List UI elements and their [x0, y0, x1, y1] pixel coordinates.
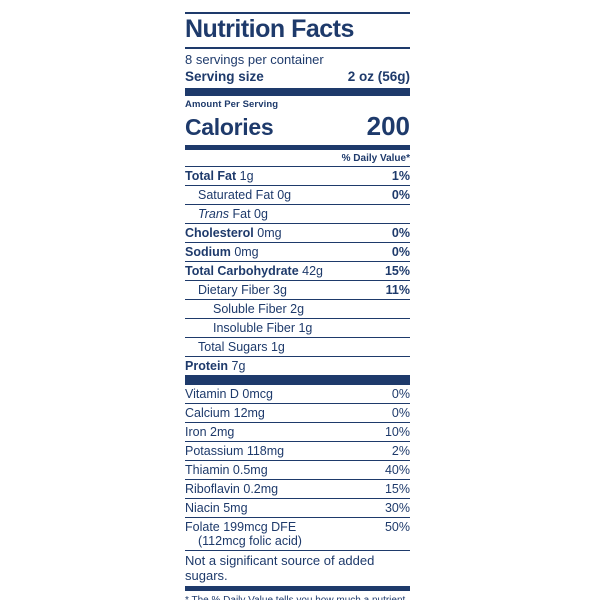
vitamin-rows: Vitamin D 0mcg 0% Calcium 12mg 0% Iron 2mg 10…: [185, 383, 410, 550]
separator-bar-medium: [185, 144, 410, 150]
daily-value-percent: 0%: [391, 405, 410, 420]
nutrient-name: Dietary Fiber 3g: [198, 282, 287, 297]
daily-value-header: % Daily Value*: [341, 152, 410, 164]
nutrient-row: Niacin 5mg 30%: [185, 497, 410, 517]
rule-after-protein: [185, 374, 410, 376]
nutrient-rows: Total Fat 1g 1% Saturated Fat 0g 0% Trans Fa…: [185, 165, 410, 375]
daily-value-percent: 0%: [391, 225, 410, 240]
daily-value-percent: 30%: [384, 500, 410, 515]
calories-value: 200: [366, 110, 410, 141]
nutrient-row: Thiamin 0.5mg 40%: [185, 459, 410, 479]
nutrient-row: Cholesterol 0mg 0%: [185, 222, 410, 242]
nutrient-name: Calcium 12mg: [185, 405, 265, 420]
nutrient-name-line2: (112mcg folic acid): [198, 533, 302, 548]
nutrient-row: Total Fat 1g 1%: [185, 165, 410, 185]
separator-bar-thick-2: [185, 375, 410, 384]
nutrient-row: Potassium 118mg 2%: [185, 440, 410, 460]
nutrient-row: Soluble Fiber 2g: [185, 298, 410, 318]
serving-size-label: Serving size: [185, 68, 264, 84]
nutrient-row: Dietary Fiber 3g 11%: [185, 279, 410, 299]
nutrient-row: Insoluble Fiber 1g: [185, 317, 410, 337]
nutrient-row: Sodium 0mg 0%: [185, 241, 410, 261]
nutrient-name: Thiamin 0.5mg: [185, 462, 268, 477]
nutrient-name: Vitamin D 0mcg: [185, 386, 273, 401]
nutrient-name: Soluble Fiber 2g: [213, 301, 305, 316]
nutrient-name: Total Sugars 1g: [198, 339, 285, 354]
amount-per-serving-label: Amount Per Serving: [185, 98, 279, 110]
daily-value-percent: 15%: [384, 263, 410, 278]
daily-value-percent: 10%: [384, 424, 410, 439]
nutrient-name: Folate 199mcg DFE (112mcg folic acid): [185, 520, 385, 548]
nutrient-name: Saturated Fat 0g: [198, 187, 292, 202]
nutrient-name: Iron 2mg: [185, 424, 235, 439]
nutrient-row: Total Carbohydrate 42g 15%: [185, 260, 410, 280]
daily-value-percent: 0%: [391, 187, 410, 202]
nutrient-row: Vitamin D 0mcg 0%: [185, 383, 410, 403]
daily-value-percent: 40%: [384, 462, 410, 477]
nutrient-name: Sodium 0mg: [185, 244, 259, 259]
daily-value-percent: 15%: [384, 481, 410, 496]
nutrient-name: Niacin 5mg: [185, 500, 248, 515]
daily-value-percent: 1%: [391, 168, 410, 183]
nutrient-row: Saturated Fat 0g 0%: [185, 184, 410, 204]
nutrient-row: Protein 7g: [185, 355, 410, 375]
nutrition-facts-label: Nutrition Facts 8 servings per container…: [185, 12, 410, 600]
servings-per-container: 8 servings per container: [185, 51, 324, 67]
calories-row: Calories 200: [185, 111, 410, 145]
nutrient-name: Total Carbohydrate 42g: [185, 263, 324, 278]
daily-value-percent: 2%: [391, 443, 410, 458]
nutrient-row: Folate 199mcg DFE (112mcg folic acid) 50%: [185, 516, 410, 550]
nutrient-row: Calcium 12mg 0%: [185, 402, 410, 422]
separator-bar-bottom: [185, 585, 410, 591]
nutrient-name: Trans Fat 0g: [198, 206, 268, 221]
label-title: Nutrition Facts: [185, 15, 354, 43]
daily-value-percent: 11%: [385, 282, 410, 297]
nutrient-name: Total Fat 1g: [185, 168, 254, 183]
no-added-sugars-note: Not a significant source of added sugars…: [185, 549, 410, 586]
daily-value-footnote: * The % Daily Value tells you how much a…: [185, 594, 406, 600]
nutrient-name: Insoluble Fiber 1g: [213, 320, 313, 335]
nutrient-row: Riboflavin 0.2mg 15%: [185, 478, 410, 498]
serving-size-value: 2 oz (56g): [347, 68, 410, 84]
top-rule: [185, 12, 410, 14]
separator-bar-thick-1: [185, 87, 410, 96]
daily-value-percent: 50%: [384, 519, 410, 534]
nutrient-row: Iron 2mg 10%: [185, 421, 410, 441]
calories-label: Calories: [185, 113, 274, 140]
nutrient-name: Cholesterol 0mg: [185, 225, 282, 240]
nutrient-name: Potassium 118mg: [185, 443, 285, 458]
daily-value-percent: 0%: [391, 244, 410, 259]
title-rule: [185, 46, 410, 49]
nutrient-row: Trans Fat 0g: [185, 203, 410, 223]
nutrient-row: Total Sugars 1g: [185, 336, 410, 356]
daily-value-percent: 0%: [391, 386, 410, 401]
nutrient-name: Protein 7g: [185, 358, 246, 373]
serving-size-row: Serving size 2 oz (56g): [185, 68, 410, 88]
nutrient-name: Riboflavin 0.2mg: [185, 481, 279, 496]
